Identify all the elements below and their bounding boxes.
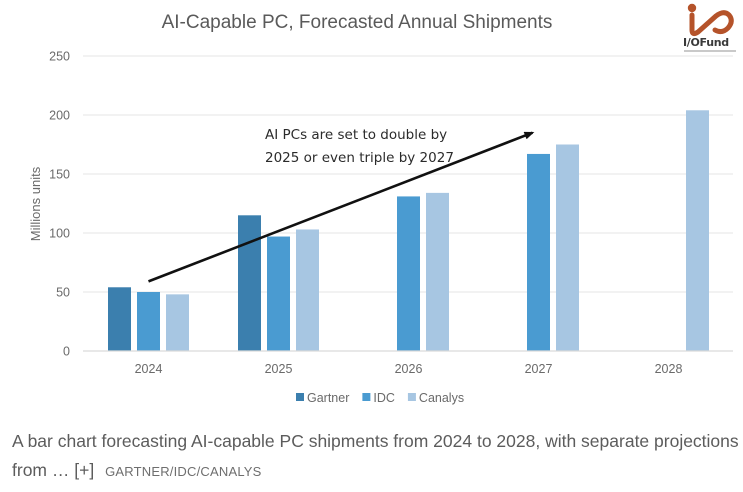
legend-swatch-canalys: [407, 393, 416, 401]
legend-label-canalys: Canalys: [419, 391, 464, 405]
y-tick-label: 100: [49, 227, 70, 241]
iofund-logo-icon: [687, 3, 734, 37]
bar-canalys-2027: [556, 144, 579, 351]
y-tick-label: 200: [49, 109, 70, 123]
caption-text: A bar chart forecasting AI-capable PC sh…: [12, 431, 739, 480]
x-tick-label: 2028: [655, 362, 683, 376]
y-tick-label: 150: [49, 168, 70, 182]
bar-idc-2026: [397, 196, 420, 351]
x-tick-label: 2024: [135, 362, 163, 376]
y-tick-label: 250: [49, 50, 70, 64]
y-axis-ticks: 0 50 100 150 200 250: [49, 50, 70, 359]
x-axis-ticks: 2024 2025 2026 2027 2028: [135, 362, 683, 376]
legend-swatch-gartner: [296, 393, 304, 401]
y-tick-label: 50: [56, 286, 70, 300]
legend-swatch-idc: [362, 393, 371, 401]
x-tick-label: 2025: [265, 362, 293, 376]
caption-credit: GARTNER/IDC/CANALYS: [105, 464, 262, 479]
bar-gartner-2025: [238, 215, 261, 351]
trend-arrow: [148, 131, 535, 283]
bar-canalys-2028: [686, 110, 709, 351]
expand-caption-button[interactable]: [+]: [74, 460, 95, 480]
bar-canalys-2026: [426, 192, 449, 351]
x-tick-label: 2027: [525, 362, 553, 376]
chart-title: AI-Capable PC, Forecasted Annual Shipmen…: [162, 12, 553, 33]
logo-wordmark: I/OFund: [683, 36, 729, 49]
bar-idc-2027: [527, 153, 550, 351]
legend-label-idc: IDC: [373, 391, 395, 405]
bar-idc-2024: [137, 292, 160, 351]
y-tick-label: 0: [63, 345, 70, 359]
bar-chart: AI-Capable PC, Forecasted Annual Shipmen…: [28, 12, 733, 405]
legend: Gartner IDC Canalys: [296, 391, 464, 405]
gridlines: [83, 55, 733, 293]
annotation: AI PCs are set to double by 2025 or even…: [148, 127, 535, 283]
annotation-line-1: AI PCs are set to double by: [265, 127, 447, 143]
x-tick-label: 2026: [395, 362, 423, 376]
iofund-logo: [680, 2, 740, 54]
bar-idc-2025: [267, 236, 290, 351]
legend-label-gartner: Gartner: [307, 391, 349, 405]
bars: [108, 110, 709, 351]
bar-canalys-2024: [166, 294, 189, 351]
logo-tagline: [684, 50, 736, 52]
image-caption: A bar chart forecasting AI-capable PC sh…: [12, 427, 740, 486]
bar-canalys-2025: [296, 229, 319, 351]
annotation-line-2: 2025 or even triple by 2027: [265, 150, 454, 166]
y-axis-label: Millions units: [28, 166, 43, 241]
bar-gartner-2024: [108, 287, 131, 351]
